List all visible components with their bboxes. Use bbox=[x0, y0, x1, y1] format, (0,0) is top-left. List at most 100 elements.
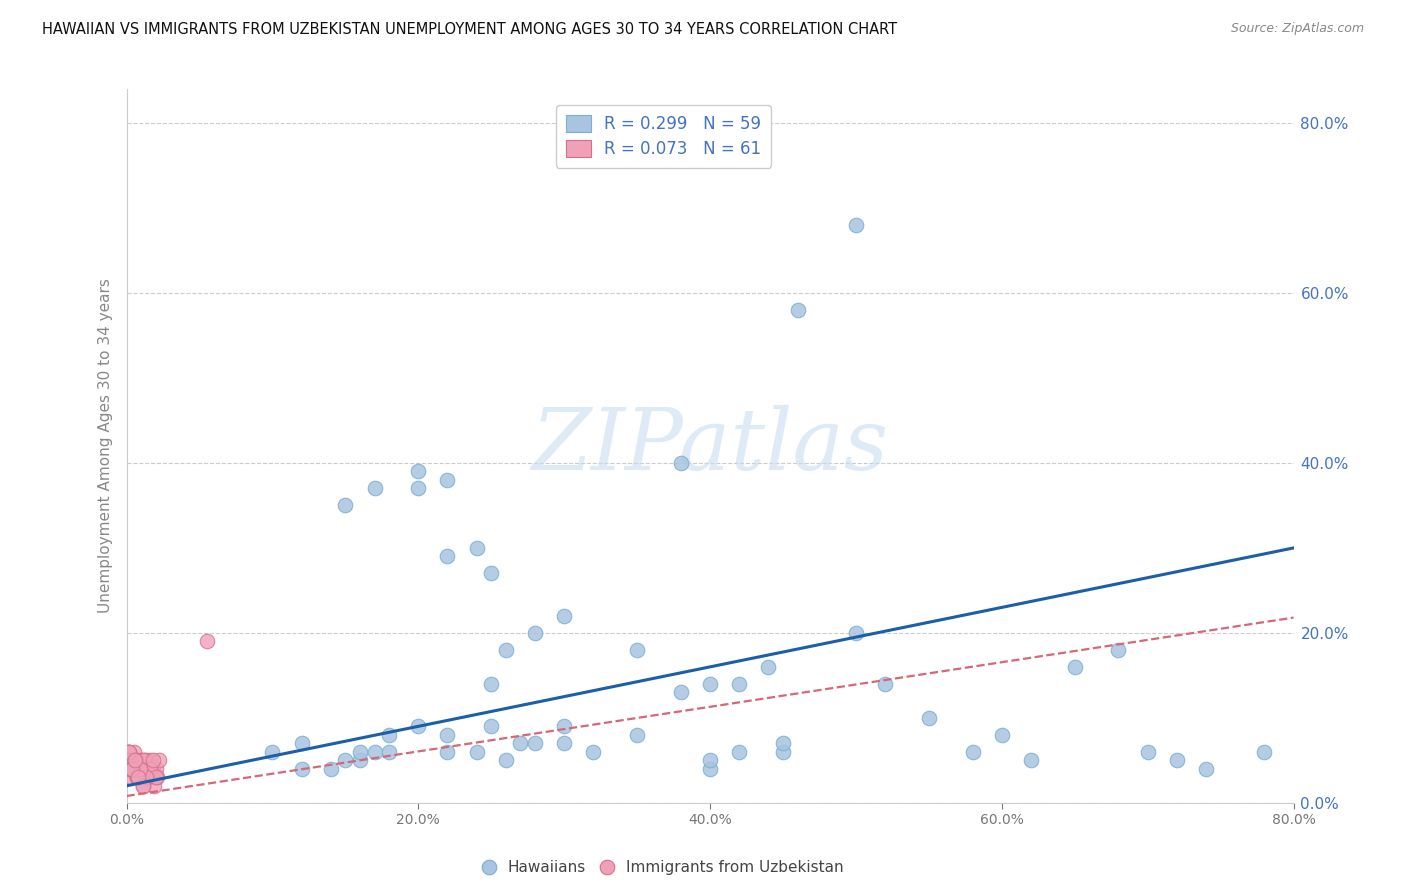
Point bbox=[136, 770, 159, 784]
Point bbox=[626, 728, 648, 742]
Point bbox=[962, 745, 984, 759]
Point bbox=[378, 728, 401, 742]
Point bbox=[408, 482, 430, 496]
Point bbox=[142, 753, 165, 767]
Point bbox=[122, 753, 145, 767]
Point bbox=[139, 762, 162, 776]
Point bbox=[129, 762, 152, 776]
Point bbox=[124, 753, 146, 767]
Point bbox=[553, 608, 575, 623]
Point bbox=[145, 770, 167, 784]
Point bbox=[335, 753, 357, 767]
Point bbox=[122, 753, 145, 767]
Point bbox=[125, 770, 148, 784]
Point bbox=[115, 762, 138, 776]
Point bbox=[118, 753, 141, 767]
Point bbox=[772, 736, 794, 750]
Text: ZIPatlas: ZIPatlas bbox=[531, 405, 889, 487]
Point bbox=[582, 745, 605, 759]
Point bbox=[436, 473, 458, 487]
Point bbox=[124, 753, 146, 767]
Point bbox=[524, 736, 547, 750]
Point bbox=[728, 745, 751, 759]
Point bbox=[139, 753, 162, 767]
Point bbox=[1253, 745, 1275, 759]
Point bbox=[495, 753, 517, 767]
Point bbox=[138, 762, 160, 776]
Point bbox=[479, 677, 502, 691]
Point bbox=[756, 660, 779, 674]
Point bbox=[124, 762, 146, 776]
Point bbox=[1019, 753, 1042, 767]
Point bbox=[127, 770, 149, 784]
Point bbox=[148, 753, 170, 767]
Point bbox=[495, 643, 517, 657]
Point bbox=[918, 711, 941, 725]
Point bbox=[524, 626, 547, 640]
Point bbox=[134, 770, 156, 784]
Point bbox=[436, 728, 458, 742]
Point bbox=[122, 753, 145, 767]
Point bbox=[131, 779, 153, 793]
Point bbox=[128, 762, 150, 776]
Point bbox=[319, 762, 342, 776]
Point bbox=[128, 762, 150, 776]
Point bbox=[1136, 745, 1159, 759]
Point bbox=[553, 719, 575, 733]
Point bbox=[509, 736, 531, 750]
Point bbox=[786, 303, 808, 318]
Point bbox=[290, 762, 312, 776]
Point bbox=[127, 770, 149, 784]
Point bbox=[363, 482, 385, 496]
Point bbox=[465, 541, 488, 555]
Point bbox=[117, 745, 139, 759]
Point bbox=[118, 745, 141, 759]
Point bbox=[290, 736, 312, 750]
Point bbox=[134, 753, 156, 767]
Point bbox=[122, 753, 145, 767]
Point bbox=[120, 762, 142, 776]
Point bbox=[378, 745, 401, 759]
Point bbox=[436, 549, 458, 564]
Y-axis label: Unemployment Among Ages 30 to 34 years: Unemployment Among Ages 30 to 34 years bbox=[97, 278, 112, 614]
Point bbox=[408, 465, 430, 479]
Point bbox=[121, 762, 143, 776]
Point bbox=[125, 770, 148, 784]
Point bbox=[138, 762, 160, 776]
Point bbox=[146, 770, 169, 784]
Point bbox=[1108, 643, 1130, 657]
Point bbox=[479, 719, 502, 733]
Point bbox=[129, 770, 152, 784]
Point bbox=[195, 634, 218, 648]
Point bbox=[669, 456, 692, 470]
Point bbox=[118, 745, 141, 759]
Point bbox=[145, 762, 167, 776]
Point bbox=[845, 218, 868, 232]
Point bbox=[699, 762, 721, 776]
Point bbox=[120, 762, 142, 776]
Point bbox=[465, 745, 488, 759]
Point bbox=[131, 779, 153, 793]
Point bbox=[117, 745, 139, 759]
Point bbox=[699, 753, 721, 767]
Point bbox=[120, 762, 142, 776]
Point bbox=[845, 626, 868, 640]
Point bbox=[120, 762, 142, 776]
Point bbox=[1063, 660, 1085, 674]
Point bbox=[772, 745, 794, 759]
Point bbox=[121, 762, 143, 776]
Point bbox=[121, 762, 143, 776]
Point bbox=[122, 745, 145, 759]
Point bbox=[134, 770, 156, 784]
Point bbox=[128, 762, 150, 776]
Point bbox=[128, 762, 150, 776]
Point bbox=[669, 685, 692, 699]
Point bbox=[436, 745, 458, 759]
Point bbox=[143, 779, 166, 793]
Legend: Hawaiians, Immigrants from Uzbekistan: Hawaiians, Immigrants from Uzbekistan bbox=[477, 854, 849, 880]
Point bbox=[408, 719, 430, 733]
Point bbox=[990, 728, 1012, 742]
Point bbox=[1195, 762, 1218, 776]
Point bbox=[262, 745, 284, 759]
Point bbox=[626, 643, 648, 657]
